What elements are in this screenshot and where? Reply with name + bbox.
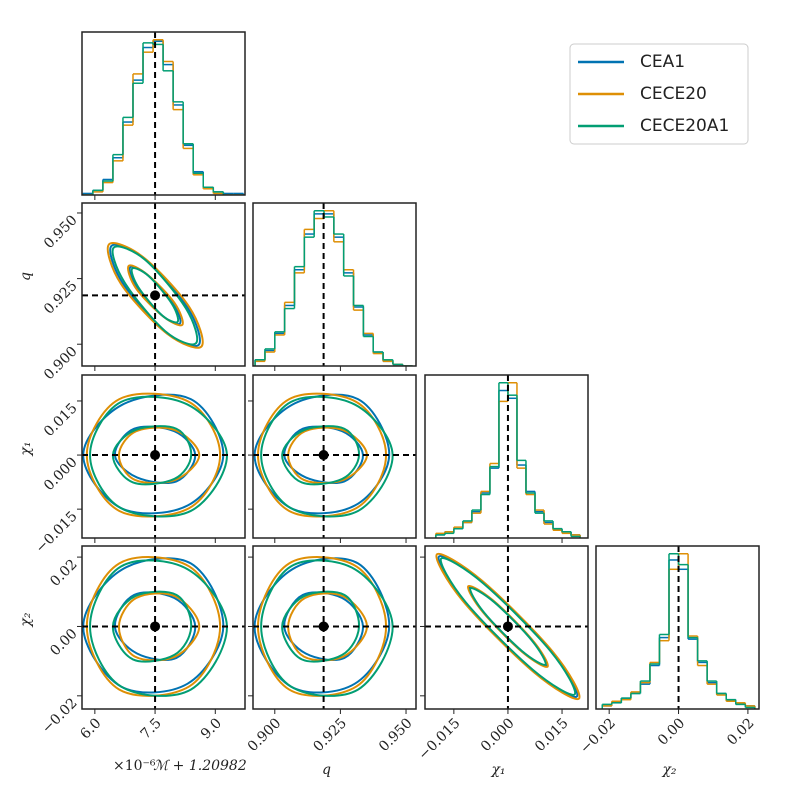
contour <box>439 557 577 696</box>
truth-point <box>150 621 161 632</box>
panel-frame <box>252 202 417 367</box>
x-tick-label: 0.900 <box>245 715 285 755</box>
x-tick-label: −0.02 <box>577 715 619 757</box>
contour <box>260 395 394 518</box>
panel-frame <box>81 31 246 196</box>
x-tick-label: 0.02 <box>724 715 757 748</box>
contour <box>89 559 228 697</box>
panel-frame <box>424 545 589 710</box>
y-axis-label: χ₂ <box>18 612 34 627</box>
x-tick-label: 9.0 <box>198 715 225 742</box>
contour-group <box>111 245 199 346</box>
x-tick-label: 0.015 <box>532 715 572 755</box>
legend-label: CEA1 <box>640 52 685 72</box>
x-axis-label: ℳ + 1.20982 <box>153 758 247 774</box>
contour <box>117 426 201 485</box>
histogram <box>435 382 581 538</box>
y-tick-label: −0.015 <box>33 508 81 556</box>
contour-group <box>439 557 577 696</box>
y-tick-label: 0.900 <box>41 344 81 384</box>
legend-label: CECE20A1 <box>640 116 729 136</box>
truth-point <box>150 290 161 301</box>
x-tick-label: 6.0 <box>77 715 104 742</box>
contour <box>111 245 199 346</box>
y-tick-label: 0.000 <box>41 454 81 494</box>
legend: CEA1 CECE20 CECE20A1 <box>569 43 749 145</box>
truth-point <box>318 621 329 632</box>
y-tick-label: 0.02 <box>47 556 80 589</box>
contour <box>281 590 361 663</box>
y-tick-label: 0.00 <box>47 626 80 659</box>
legend-frame <box>569 43 749 145</box>
x-tick-label: 7.5 <box>138 715 165 742</box>
contour <box>435 552 581 701</box>
y-tick-label: 0.015 <box>41 400 81 440</box>
truth-point <box>150 450 161 461</box>
contour <box>281 425 361 486</box>
y-tick-label: 0.925 <box>41 278 81 318</box>
x-axis-label: χ₂ <box>661 762 676 778</box>
panel-frame <box>81 374 246 539</box>
contour <box>89 395 228 518</box>
panel-frame <box>252 545 417 710</box>
truth-point <box>318 450 329 461</box>
x-tick-label: −0.015 <box>416 715 464 763</box>
contour <box>469 587 547 666</box>
panel-frame <box>252 374 417 539</box>
histogram <box>254 210 413 366</box>
y-axis-label: q <box>18 272 34 281</box>
x-tick-label: 0.00 <box>655 715 688 748</box>
contour <box>117 592 201 662</box>
contour-group <box>260 395 394 518</box>
truth-point <box>502 621 513 632</box>
panel-frame <box>81 545 246 710</box>
contour <box>260 559 394 697</box>
contour <box>130 267 180 324</box>
panel-frame <box>81 202 246 367</box>
x-axis-label: χ₁ <box>490 762 505 778</box>
y-axis-label: χ₁ <box>18 441 34 456</box>
histogram <box>601 553 756 709</box>
x-tick-label: 0.000 <box>478 715 518 755</box>
histogram <box>82 42 244 195</box>
panel-frame <box>424 374 589 539</box>
contour-group <box>260 559 394 697</box>
x-tick-label: 0.925 <box>310 715 350 755</box>
legend-label: CECE20 <box>640 84 707 104</box>
x-offset-label: ×10⁻⁶ <box>113 758 156 774</box>
y-tick-label: −0.02 <box>39 695 81 737</box>
panel-frame <box>595 545 760 710</box>
x-tick-label: 0.950 <box>376 715 416 755</box>
y-tick-label: 0.950 <box>41 212 81 252</box>
x-axis-label: q <box>322 762 331 778</box>
